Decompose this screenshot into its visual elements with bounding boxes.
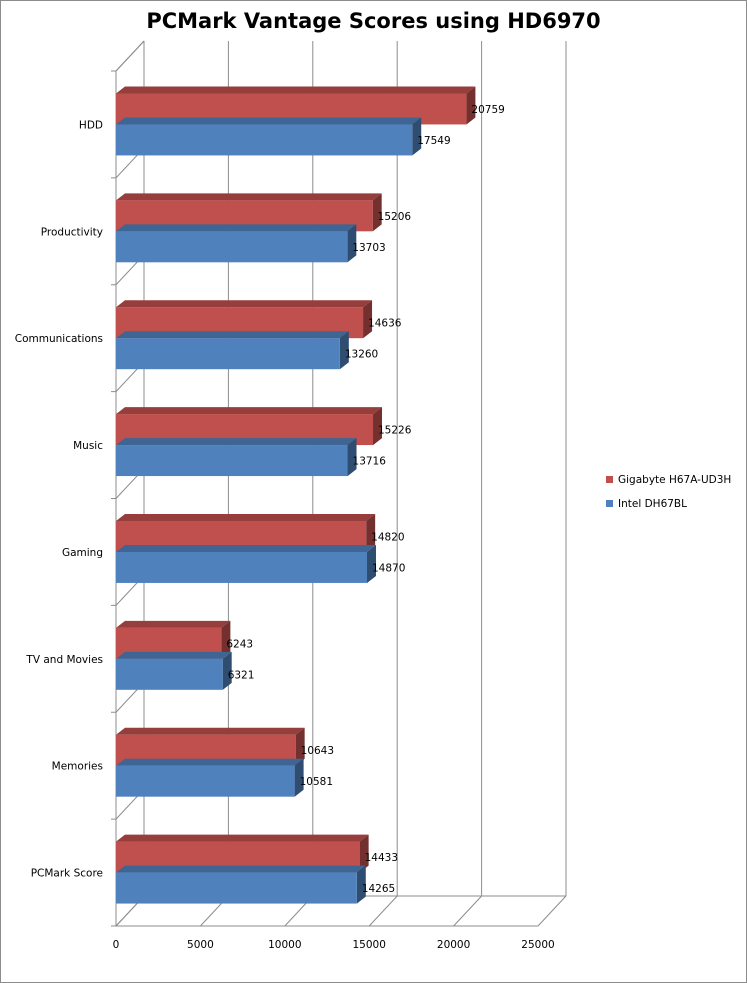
bar-top-face xyxy=(116,651,232,659)
floor-line xyxy=(537,895,567,927)
data-label: 14636 xyxy=(368,318,402,330)
bar-side-face xyxy=(366,513,376,552)
legend-swatch xyxy=(606,476,613,483)
bar-front-face xyxy=(116,551,368,583)
bar-top-face xyxy=(116,544,377,552)
x-tick-label: 20000 xyxy=(437,939,470,951)
bar-intel-dh67bl-productivity xyxy=(116,224,357,263)
category-label: Music xyxy=(73,440,103,452)
bar-side-face xyxy=(339,331,349,370)
data-label: 14433 xyxy=(365,852,398,864)
bar-top-face xyxy=(116,865,366,873)
data-label: 14870 xyxy=(372,562,405,574)
bar-top-face xyxy=(116,513,376,521)
bar-front-face xyxy=(116,231,348,263)
bar-side-face xyxy=(295,727,305,766)
category-label: PCMark Score xyxy=(31,868,103,880)
bar-side-face xyxy=(222,651,232,690)
data-label: 14265 xyxy=(362,883,395,895)
x-tick-label: 5000 xyxy=(187,939,214,951)
bar-top-face xyxy=(116,224,357,232)
bar-side-face xyxy=(347,224,357,263)
data-label: 17549 xyxy=(417,135,450,147)
floor-line xyxy=(368,895,398,927)
bar-side-face xyxy=(412,117,422,156)
bar-side-face xyxy=(363,300,373,339)
data-label: 6321 xyxy=(228,669,255,681)
bar-front-face xyxy=(116,338,340,370)
bar-front-face xyxy=(116,658,223,690)
legend-entry-gigabyte-h67a-ud3h: Gigabyte H67A-UD3H xyxy=(606,471,731,488)
category-label: Gaming xyxy=(62,547,103,559)
bar-intel-dh67bl-hdd xyxy=(116,117,422,156)
bar-side-face xyxy=(466,86,476,125)
category-wall-line xyxy=(115,40,145,72)
bar-front-face xyxy=(116,445,348,477)
category-label: Communications xyxy=(15,333,103,345)
category-label: HDD xyxy=(79,119,103,131)
bar-side-face xyxy=(359,834,369,873)
bar-top-face xyxy=(116,331,349,339)
bar-top-face xyxy=(116,193,382,201)
bar-top-face xyxy=(116,758,304,766)
data-label: 14820 xyxy=(371,531,404,543)
category-label: Productivity xyxy=(41,226,103,238)
data-label: 15206 xyxy=(378,211,412,223)
bar-side-face xyxy=(221,620,231,659)
bar-intel-dh67bl-pcmark-score xyxy=(116,865,366,904)
chart-title: PCMark Vantage Scores using HD6970 xyxy=(146,9,601,33)
legend-label: Gigabyte H67A-UD3H xyxy=(618,473,732,486)
data-label: 13716 xyxy=(353,456,387,468)
bar-side-face xyxy=(294,758,304,797)
bar-top-face xyxy=(116,117,422,125)
data-label: 20759 xyxy=(471,104,504,116)
category-label: Memories xyxy=(52,761,103,773)
x-tick-label: 25000 xyxy=(521,939,554,951)
bar-side-face xyxy=(367,544,377,583)
legend-swatch xyxy=(606,500,613,507)
bar-intel-dh67bl-music xyxy=(116,438,357,477)
bar-intel-dh67bl-gaming xyxy=(116,544,377,583)
bar-top-face xyxy=(116,86,476,94)
x-tick-label: 0 xyxy=(113,939,120,951)
bar-side-face xyxy=(372,193,382,232)
legend-entry-intel-dh67bl: Intel DH67BL xyxy=(606,495,731,512)
bar-intel-dh67bl-tv-and-movies xyxy=(116,651,232,690)
data-label: 15226 xyxy=(378,425,412,437)
category-label: TV and Movies xyxy=(25,654,103,666)
data-label: 13703 xyxy=(352,242,385,254)
legend: Gigabyte H67A-UD3H Intel DH67BL xyxy=(606,471,731,519)
data-label: 10581 xyxy=(300,776,333,788)
bar-side-face xyxy=(373,407,383,446)
bar-front-face xyxy=(116,872,357,904)
bar-front-face xyxy=(116,765,295,797)
bar-front-face xyxy=(116,124,413,156)
bar-intel-dh67bl-memories xyxy=(116,758,304,797)
bar-intel-dh67bl-communications xyxy=(116,331,349,370)
x-tick-label: 10000 xyxy=(268,939,301,951)
data-label: 13260 xyxy=(345,349,378,361)
bar-top-face xyxy=(116,620,231,628)
bar-side-face xyxy=(347,438,357,477)
bar-top-face xyxy=(116,727,305,735)
bar-top-face xyxy=(116,438,357,446)
data-label: 6243 xyxy=(226,638,253,650)
bar-side-face xyxy=(356,865,366,904)
legend-label: Intel DH67BL xyxy=(618,497,687,510)
x-tick-label: 15000 xyxy=(352,939,385,951)
bar-top-face xyxy=(116,834,369,842)
bar-top-face xyxy=(116,407,383,415)
data-label: 10643 xyxy=(301,745,334,757)
bar-top-face xyxy=(116,300,373,308)
floor-line xyxy=(453,895,482,927)
